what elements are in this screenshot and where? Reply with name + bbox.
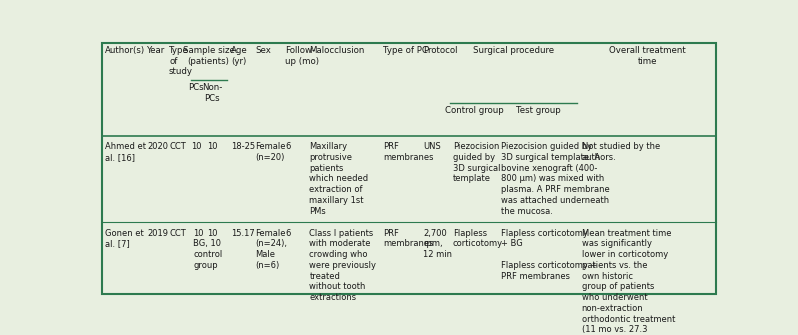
Text: Test group: Test group bbox=[516, 106, 560, 115]
Text: CCT: CCT bbox=[169, 228, 186, 238]
Text: Flapless corticotomy
+ BG

Flapless corticotomy +
PRF membranes: Flapless corticotomy + BG Flapless corti… bbox=[501, 228, 598, 280]
Text: 10: 10 bbox=[191, 142, 201, 151]
Text: Overall treatment
time: Overall treatment time bbox=[610, 46, 686, 66]
Text: Type
of
study: Type of study bbox=[169, 46, 193, 76]
Text: UNS: UNS bbox=[423, 142, 441, 151]
Text: Author(s): Author(s) bbox=[105, 46, 145, 55]
Text: PRF
membranes: PRF membranes bbox=[383, 228, 433, 248]
Text: Ahmed et
al. [16]: Ahmed et al. [16] bbox=[105, 142, 146, 162]
Text: Type of PC: Type of PC bbox=[383, 46, 428, 55]
Text: Sex: Sex bbox=[255, 46, 271, 55]
Text: 2020: 2020 bbox=[148, 142, 168, 151]
Text: 10: 10 bbox=[207, 228, 218, 238]
Text: Piezocision
guided by
3D surgical
template: Piezocision guided by 3D surgical templa… bbox=[453, 142, 500, 183]
Text: Flapless
corticotomy: Flapless corticotomy bbox=[453, 228, 503, 248]
Text: 2,700
rpm,
12 min: 2,700 rpm, 12 min bbox=[423, 228, 452, 259]
Text: Year: Year bbox=[148, 46, 166, 55]
Text: 15.17: 15.17 bbox=[231, 228, 255, 238]
Text: PCs: PCs bbox=[188, 83, 204, 92]
Text: Control group: Control group bbox=[445, 106, 504, 115]
Text: Piezocision guided by
3D surgical template. A
bovine xenograft (400-
800 μm) was: Piezocision guided by 3D surgical templa… bbox=[501, 142, 610, 216]
Text: Surgical procedure: Surgical procedure bbox=[473, 46, 555, 55]
FancyBboxPatch shape bbox=[101, 43, 717, 293]
Text: Non-
PCs: Non- PCs bbox=[202, 83, 223, 103]
Text: 6: 6 bbox=[286, 228, 291, 238]
Text: 18-25: 18-25 bbox=[231, 142, 255, 151]
Text: Malocclusion: Malocclusion bbox=[310, 46, 365, 55]
Text: Not studied by the
authors.: Not studied by the authors. bbox=[582, 142, 660, 162]
Text: Protocol: Protocol bbox=[423, 46, 458, 55]
Text: Female
(n=24),
Male
(n=6): Female (n=24), Male (n=6) bbox=[255, 228, 287, 270]
Text: 10
BG, 10
control
group: 10 BG, 10 control group bbox=[193, 228, 223, 270]
Text: Class I patients
with moderate
crowding who
were previously
treated
without toot: Class I patients with moderate crowding … bbox=[310, 228, 377, 302]
Text: 2019: 2019 bbox=[148, 228, 168, 238]
Text: 10: 10 bbox=[207, 142, 218, 151]
Text: 6: 6 bbox=[286, 142, 291, 151]
Text: Gonen et
al. [7]: Gonen et al. [7] bbox=[105, 228, 144, 248]
Text: PRF
membranes: PRF membranes bbox=[383, 142, 433, 162]
Text: Sample size
(patients): Sample size (patients) bbox=[183, 46, 235, 66]
Text: Follow-
up (mo): Follow- up (mo) bbox=[285, 46, 318, 66]
Text: Maxillary
protrusive
patients
which needed
extraction of
maxillary 1st
PMs: Maxillary protrusive patients which need… bbox=[310, 142, 369, 216]
Text: Age
(yr): Age (yr) bbox=[231, 46, 247, 66]
Text: Female
(n=20): Female (n=20) bbox=[255, 142, 286, 162]
Text: CCT: CCT bbox=[169, 142, 186, 151]
Text: Mean treatment time
was significantly
lower in corticotomy
patients vs. the
own : Mean treatment time was significantly lo… bbox=[582, 228, 675, 335]
